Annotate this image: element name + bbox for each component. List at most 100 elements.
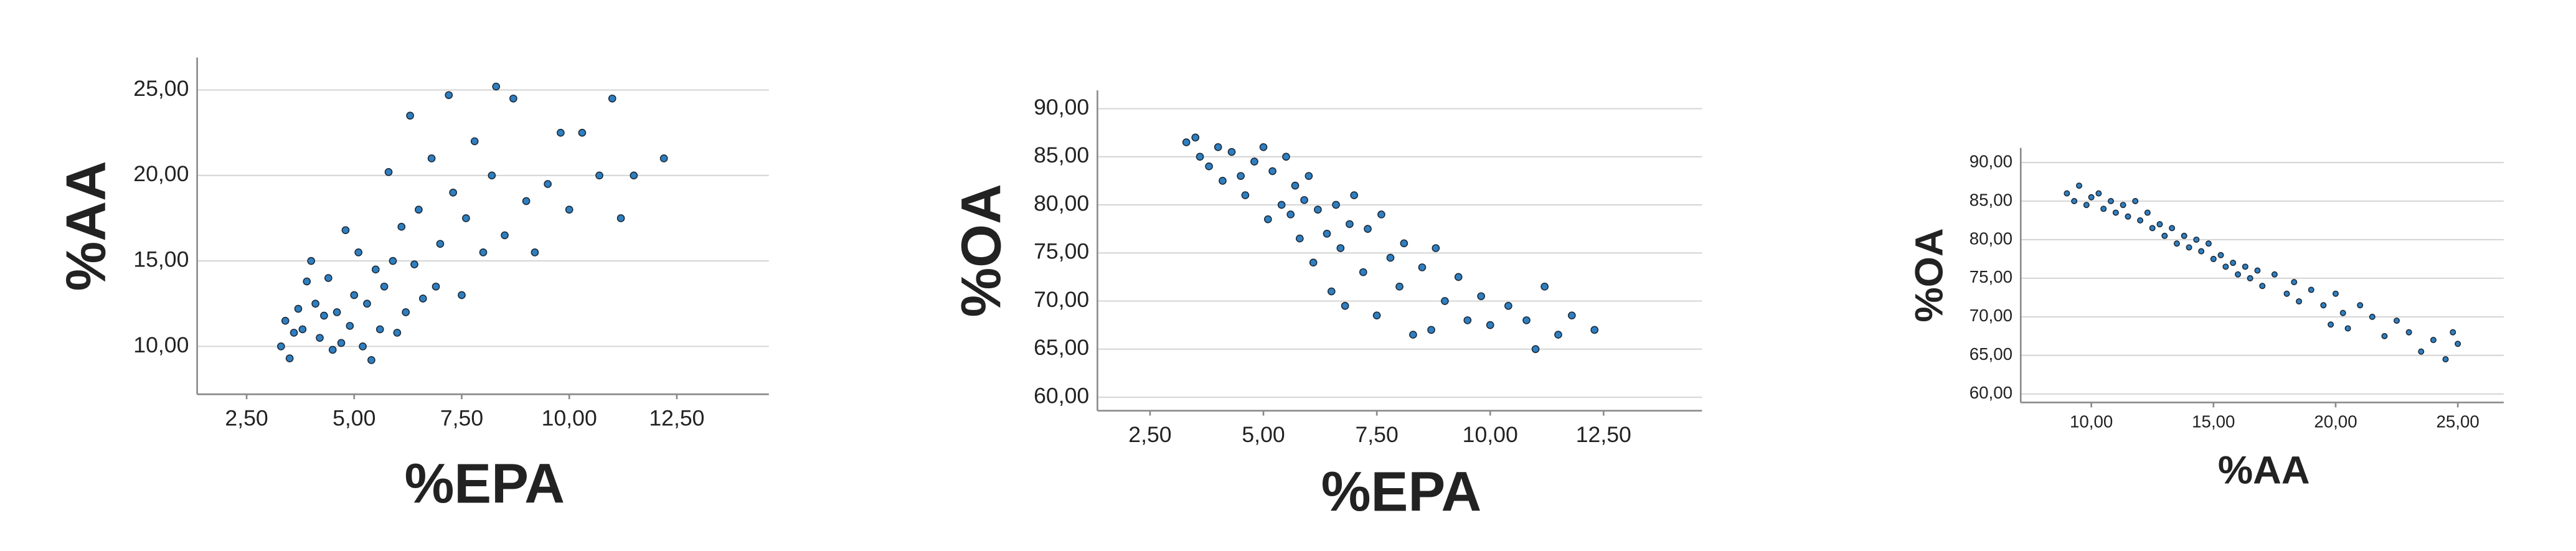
point [2455, 341, 2461, 347]
point [1182, 138, 1191, 146]
point [276, 342, 285, 351]
point [1590, 326, 1599, 334]
y-tick-label: 85,00 [1034, 143, 1089, 167]
point [509, 94, 517, 103]
point [2328, 321, 2334, 328]
point [2181, 232, 2187, 239]
point [2083, 202, 2090, 209]
point [1323, 230, 1331, 238]
x-tick-label: 7,50 [1355, 422, 1398, 447]
point [2137, 217, 2144, 224]
point [307, 257, 316, 265]
y-tick-label: 90,00 [1034, 95, 1089, 120]
point [449, 188, 458, 197]
y-axis-label: %OA [951, 184, 1013, 317]
y-tick-label: 65,00 [1034, 335, 1089, 360]
point [462, 214, 470, 222]
point [2100, 205, 2107, 212]
y-tick-label: 85,00 [1970, 190, 2012, 209]
point [2205, 240, 2212, 247]
point [578, 128, 587, 137]
point [1463, 316, 1472, 324]
point [2198, 248, 2205, 255]
point [1241, 191, 1250, 199]
x-tick-label: 2,50 [225, 406, 268, 431]
point [2235, 271, 2242, 278]
point [2242, 263, 2248, 270]
point [2357, 302, 2364, 309]
point [1295, 234, 1304, 243]
point [1327, 287, 1336, 296]
point [359, 342, 367, 351]
point [2217, 252, 2224, 258]
point [531, 248, 539, 257]
point [2125, 213, 2131, 220]
point [1205, 162, 1213, 171]
point [406, 111, 414, 120]
point [337, 339, 346, 347]
point [1314, 205, 1322, 214]
x-tick-label: 12,50 [649, 406, 704, 431]
point [1409, 331, 1417, 339]
point [1372, 311, 1381, 320]
x-tick-label: 20,00 [2314, 412, 2357, 431]
point [2071, 197, 2078, 205]
point [333, 308, 341, 316]
point [341, 226, 350, 235]
y-tick-label: 75,00 [1970, 267, 2012, 286]
point [2230, 260, 2237, 266]
point [1268, 167, 1276, 176]
point [522, 197, 531, 205]
point [375, 325, 384, 334]
point [2381, 332, 2388, 339]
y-axis-label: %AA [55, 161, 118, 291]
point [1291, 181, 1300, 190]
point [1227, 148, 1236, 156]
point [2088, 194, 2095, 200]
point [1418, 263, 1427, 271]
y-axis-label: %OA [1907, 228, 1951, 322]
point [1259, 143, 1268, 151]
point [402, 308, 410, 316]
x-tick-label: 12,50 [1576, 422, 1631, 447]
point [501, 231, 509, 240]
point [1400, 239, 1408, 248]
point [1386, 253, 1395, 262]
point [1531, 345, 1540, 354]
point [608, 94, 616, 103]
x-tick-label: 25,00 [2436, 412, 2479, 431]
point [324, 274, 333, 282]
point [1377, 210, 1385, 219]
point [415, 205, 423, 214]
x-tick-label: 10,00 [1463, 422, 1518, 447]
point [2442, 356, 2449, 363]
point [311, 299, 319, 308]
point [1336, 244, 1345, 252]
point [2120, 202, 2126, 209]
point [1540, 283, 1549, 291]
point [1214, 143, 1222, 151]
point [298, 325, 307, 334]
y-tick-label: 20,00 [133, 161, 189, 186]
point [2186, 244, 2192, 251]
y-tick-label: 65,00 [1970, 344, 2012, 364]
x-axis-label: %EPA [405, 453, 565, 515]
point [2112, 209, 2119, 216]
point [1454, 273, 1463, 281]
x-tick-label: 2,50 [1128, 422, 1171, 447]
point [1191, 133, 1200, 142]
point [1305, 172, 1313, 180]
point [303, 277, 311, 286]
point [432, 282, 440, 291]
point [1522, 316, 1531, 324]
y-tick-label: 15,00 [133, 247, 189, 272]
point [1346, 220, 1354, 228]
x-tick-label: 10,00 [542, 406, 597, 431]
point [281, 316, 290, 325]
y-tick-label: 80,00 [1970, 228, 2012, 248]
point [659, 154, 668, 162]
y-tick-label: 75,00 [1034, 239, 1089, 264]
point [2161, 232, 2168, 239]
x-tick-label: 10,00 [2070, 412, 2113, 431]
